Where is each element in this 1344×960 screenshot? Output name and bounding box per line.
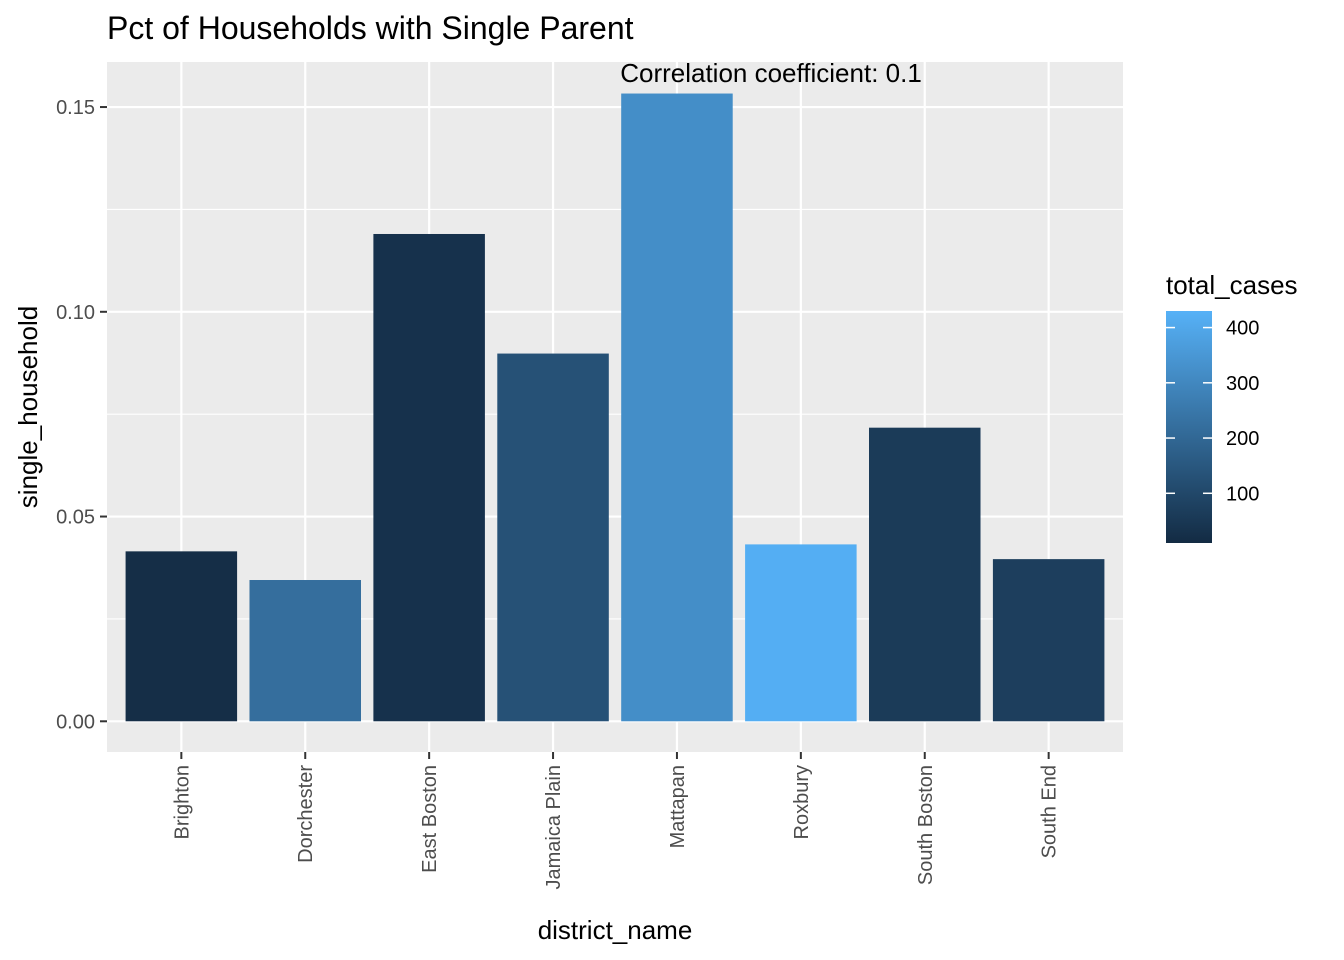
x-tick-label: South End [1039,765,1061,858]
y-axis: 0.00 0.05 0.10 0.15 [56,97,107,733]
bar-east-boston [373,233,485,722]
legend-colorbar [1166,311,1212,543]
legend-title: total_cases [1166,270,1298,300]
y-tick-label: 0.10 [56,302,95,324]
correlation-annotation: Correlation coefficient: 0.1 [620,58,922,88]
x-tick-label: Dorchester [295,765,317,863]
bar-roxbury [745,544,857,722]
x-tick-label: South Boston [915,765,937,885]
bar-mattapan [621,93,733,722]
legend-tick-label: 300 [1226,373,1259,395]
bar-south-boston [869,427,981,722]
bar-jamaica-plain [497,353,609,722]
legend-tick-label: 200 [1226,428,1259,450]
y-tick-label: 0.05 [56,507,95,529]
x-tick-label: East Boston [419,765,441,873]
bar-layer [125,93,1105,722]
x-tick-label: Mattapan [667,765,689,848]
y-tick-label: 0.00 [56,711,95,733]
chart-title: Pct of Households with Single Parent [107,10,634,46]
x-axis-title: district_name [538,915,693,945]
x-tick-label: Roxbury [791,765,813,839]
x-axis: Brighton Dorchester East Boston Jamaica Pla… [171,752,1061,890]
legend-tick-label: 100 [1226,483,1259,505]
legend-ticks: 100 200 300 400 [1166,318,1259,505]
bar-south-end [992,559,1105,722]
bar-dorchester [249,580,361,722]
y-tick-label: 0.15 [56,97,95,119]
legend-tick-label: 400 [1226,318,1259,340]
bar-brighton [125,551,238,722]
y-axis-title: single_household [13,306,43,508]
x-tick-label: Jamaica Plain [543,765,565,890]
x-tick-label: Brighton [171,765,193,840]
